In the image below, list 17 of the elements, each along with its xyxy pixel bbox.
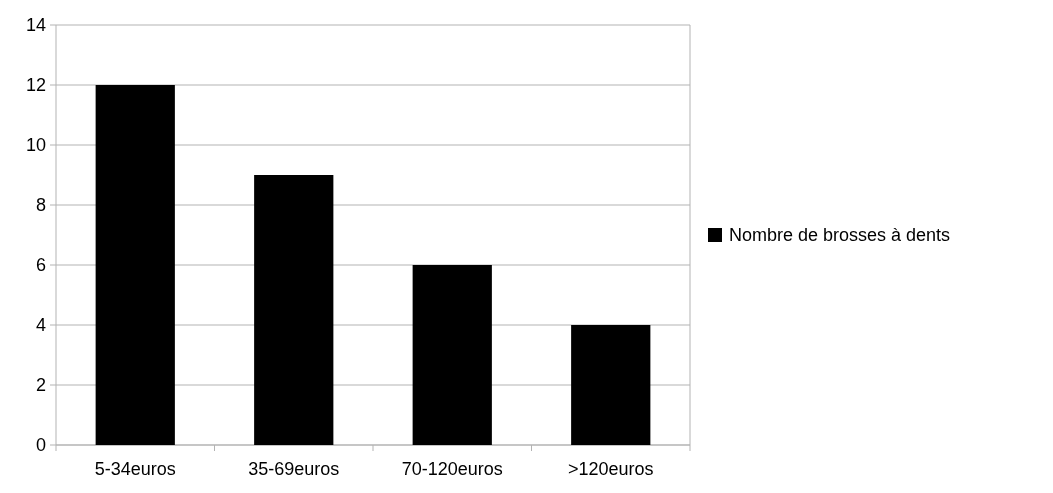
y-tick-label: 14 bbox=[25, 15, 46, 36]
legend-label: Nombre de brosses à dents bbox=[729, 225, 951, 246]
y-tick-label: 2 bbox=[35, 375, 46, 396]
bar bbox=[571, 325, 651, 445]
y-tick-label: 10 bbox=[25, 135, 46, 156]
x-tick-label: 70-120euros bbox=[401, 459, 503, 479]
y-tick-label: 4 bbox=[35, 315, 46, 336]
x-tick-label: >120euros bbox=[567, 459, 654, 479]
y-tick-label: 8 bbox=[35, 195, 46, 216]
x-tick-label: 35-69euros bbox=[248, 459, 340, 479]
bar bbox=[412, 265, 492, 445]
bar bbox=[95, 85, 175, 445]
bar bbox=[254, 175, 334, 445]
y-tick-label: 6 bbox=[35, 255, 46, 276]
x-tick-label: 5-34euros bbox=[94, 459, 176, 479]
y-tick-label: 12 bbox=[25, 75, 46, 96]
y-tick-label: 0 bbox=[35, 435, 46, 456]
